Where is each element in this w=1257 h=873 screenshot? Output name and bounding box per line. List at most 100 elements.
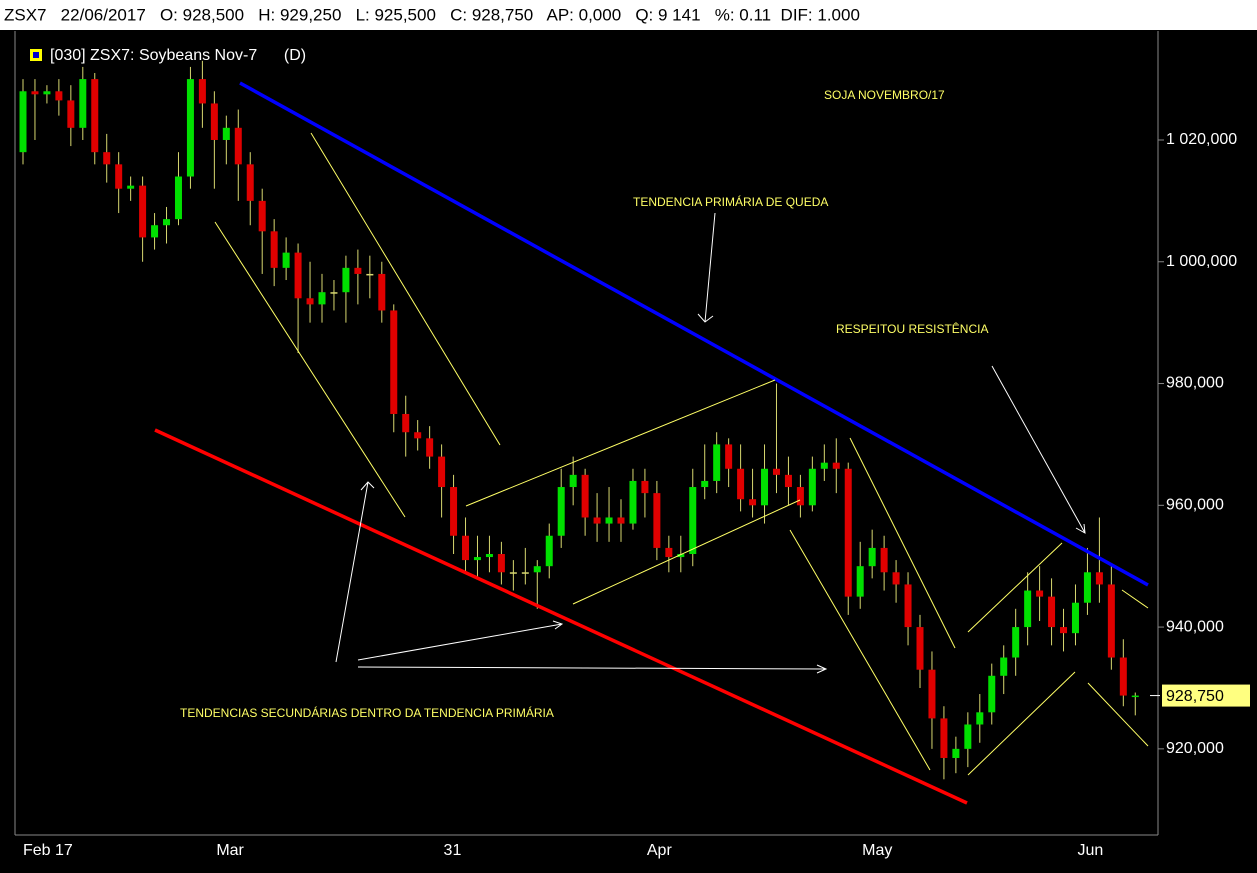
- candle-body: [569, 474, 577, 488]
- candle-body: [713, 444, 721, 481]
- candle-body: [91, 79, 99, 153]
- candle-body: [940, 718, 948, 758]
- candle-body: [318, 292, 326, 305]
- candle-body: [677, 554, 685, 558]
- candle-body: [952, 748, 960, 758]
- primary-trend-line: [239, 81, 1149, 587]
- candle-body: [1095, 572, 1103, 585]
- annotation: TENDENCIA PRIMÁRIA DE QUEDA: [633, 194, 828, 209]
- candle-body: [521, 572, 529, 574]
- candle-body: [1060, 627, 1068, 634]
- candle-body: [198, 79, 206, 104]
- candle-body: [127, 185, 135, 189]
- candle-body: [844, 468, 852, 597]
- candle-body: [1036, 590, 1044, 597]
- candle-body: [414, 432, 422, 439]
- candle-body: [976, 712, 984, 725]
- candle-body: [725, 444, 733, 469]
- candle-body: [1024, 590, 1032, 628]
- candle-body: [1012, 627, 1020, 658]
- candle-body: [796, 487, 804, 506]
- candle-body: [964, 724, 972, 749]
- candle-body: [485, 554, 493, 558]
- candle-body: [163, 219, 171, 226]
- candle-body: [1048, 596, 1056, 628]
- y-tick-label: 940,000: [1166, 618, 1224, 635]
- candle-body: [988, 675, 996, 713]
- candle-body: [43, 91, 51, 95]
- candle-body: [438, 456, 446, 488]
- candle-body: [151, 225, 159, 238]
- candle-body: [761, 468, 769, 506]
- trend-lines: [154, 81, 1149, 805]
- candle-body: [330, 292, 338, 294]
- candle-body: [473, 557, 481, 561]
- y-tick-label: 1 020,000: [1166, 131, 1237, 148]
- candle-body: [1000, 657, 1008, 676]
- candle-body: [892, 572, 900, 585]
- candle-body: [366, 273, 374, 276]
- candle-body: [928, 669, 936, 719]
- candle-body: [916, 627, 924, 670]
- secondary-lines: [214, 132, 1149, 776]
- candle-body: [557, 487, 565, 536]
- candle-body: [617, 517, 625, 524]
- candle-body: [79, 79, 87, 128]
- candle-body: [737, 468, 745, 500]
- candle-body: [210, 103, 218, 140]
- y-tick-label: 980,000: [1166, 375, 1224, 392]
- x-tick-label: Jun: [1077, 842, 1103, 859]
- annotation: TENDENCIAS SECUNDÁRIAS DENTRO DA TENDENC…: [180, 705, 554, 720]
- candle-body: [1083, 572, 1091, 603]
- candle-body: [294, 252, 302, 299]
- candle-body: [701, 480, 709, 488]
- candle-body: [509, 572, 517, 574]
- x-tick-label: Feb 17: [23, 842, 73, 859]
- candle-body: [856, 566, 864, 597]
- candle-body: [55, 91, 63, 101]
- candle-body: [139, 185, 147, 238]
- candle-body: [772, 468, 780, 475]
- annotation: SOJA NOVEMBRO/17: [824, 88, 945, 102]
- candle-body: [545, 535, 553, 567]
- x-tick-label: 31: [444, 842, 462, 859]
- candle-body: [282, 252, 290, 268]
- annotation: RESPEITOU RESISTÊNCIA: [836, 321, 988, 336]
- y-tick-label: 960,000: [1166, 497, 1224, 514]
- y-tick-label: 920,000: [1166, 740, 1224, 757]
- legend-icon: [33, 52, 39, 58]
- candle-body: [390, 310, 398, 414]
- y-tick-label: 1 000,000: [1166, 253, 1237, 270]
- candle-body: [115, 164, 123, 189]
- candle-body: [174, 176, 182, 220]
- candle-body: [832, 462, 840, 469]
- candle-body: [222, 127, 230, 140]
- candle-body: [653, 493, 661, 548]
- candle-body: [19, 91, 27, 153]
- last-price-label: 928,750: [1166, 688, 1224, 705]
- candle-body: [820, 462, 828, 469]
- candle-body: [67, 100, 75, 128]
- candle-body: [342, 267, 350, 293]
- candle-body: [246, 164, 254, 201]
- candle-body: [868, 547, 876, 567]
- candle-body: [808, 468, 816, 506]
- candle-body: [378, 273, 386, 311]
- x-tick-label: Mar: [216, 842, 244, 859]
- candle-body: [749, 499, 757, 506]
- candle-body: [186, 79, 194, 177]
- candle-body: [1131, 695, 1139, 698]
- candle-body: [533, 566, 541, 573]
- candle-body: [904, 584, 912, 628]
- candle-body: [354, 267, 362, 274]
- candle-body: [641, 480, 649, 494]
- candle-body: [1071, 602, 1079, 634]
- candle-body: [306, 298, 314, 305]
- candle-body: [605, 517, 613, 524]
- x-tick-label: Apr: [647, 842, 673, 859]
- candle-body: [1119, 657, 1127, 696]
- candle-body: [258, 200, 266, 232]
- candle-body: [402, 413, 410, 433]
- chart-title: [030] ZSX7: Soybeans Nov-7 (D): [50, 47, 306, 64]
